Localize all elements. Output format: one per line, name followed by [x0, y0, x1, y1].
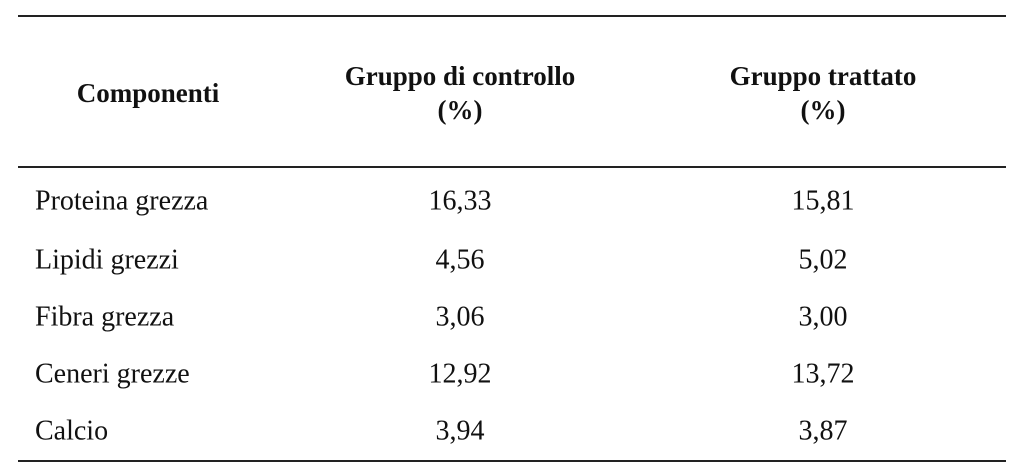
row-label: Calcio — [35, 415, 108, 446]
column-header: Gruppo di controllo — [345, 61, 576, 91]
column-header: Componenti — [77, 78, 220, 108]
cell-value: 13,72 — [792, 358, 855, 389]
row-label: Ceneri grezze — [35, 358, 190, 389]
cell-value: 3,87 — [799, 415, 848, 446]
cell-value: 3,94 — [436, 415, 485, 446]
row-label: Lipidi grezzi — [35, 244, 179, 275]
cell-value: 3,00 — [799, 301, 848, 332]
cell-value: 12,92 — [429, 358, 492, 389]
column-header: (%) — [438, 95, 483, 125]
cell-value: 5,02 — [799, 244, 848, 275]
cell-value: 4,56 — [436, 244, 485, 275]
column-header: (%) — [801, 95, 846, 125]
cell-value: 16,33 — [429, 185, 492, 216]
cell-value: 15,81 — [792, 185, 855, 216]
column-header: Gruppo trattato — [730, 61, 917, 91]
row-label: Proteina grezza — [35, 185, 209, 216]
cell-value: 3,06 — [436, 301, 485, 332]
row-label: Fibra grezza — [35, 301, 175, 332]
